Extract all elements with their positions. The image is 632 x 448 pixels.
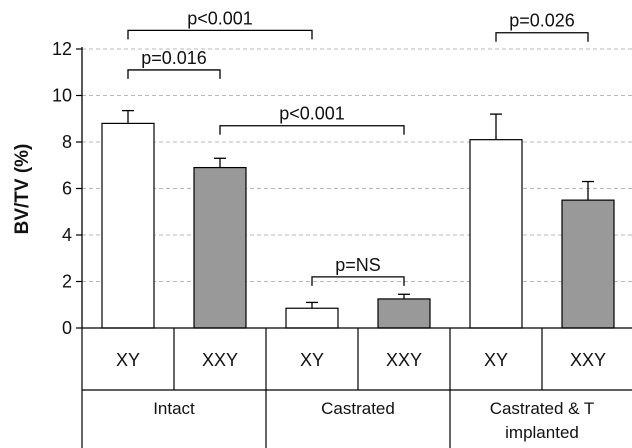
bar [285,307,339,329]
p-value-label: p=0.016 [141,48,207,68]
group-label: Castrated [321,399,395,418]
p-value-label: p<0.001 [187,8,253,28]
y-tick-label: 8 [62,132,72,152]
significance-brackets: p<0.001 p=0.016 p<0.001 p=NS p=0.026 [127,8,589,286]
y-tick-label: 4 [62,225,72,245]
p-value-label: p=0.026 [509,11,575,31]
y-tick-label: 6 [62,179,72,199]
y-tick-label: 0 [62,318,72,338]
significance-bracket [311,276,405,286]
group-label: Castrated & T [490,399,595,418]
category-label: XY [300,350,324,370]
axes: 0 2 4 6 8 10 12 XY XXY XY XXY XY XXY Intact Castrated C… [52,39,632,448]
bar [469,139,523,329]
y-tick-label: 2 [62,272,72,292]
category-label: XXY [570,350,606,370]
y-tick-label: 10 [52,86,72,106]
significance-bracket [127,29,313,40]
bar [193,166,247,329]
category-label: XY [484,350,508,370]
bar [561,199,615,329]
bar [377,298,431,329]
p-value-label: p<0.001 [279,104,345,124]
group-label: implanted [505,423,579,442]
y-tick-label: 12 [52,39,72,59]
category-label: XY [116,350,140,370]
category-label: XXY [202,350,238,370]
gridlines [82,48,632,282]
category-label: XXY [386,350,422,370]
significance-bracket [219,125,405,135]
bars [101,109,615,329]
significance-bracket [495,32,589,42]
bar [101,122,155,329]
group-label: Intact [153,399,195,418]
p-value-label: p=NS [335,255,381,275]
y-axis-title: BV/TV (%) [12,144,33,235]
significance-bracket [127,69,221,79]
